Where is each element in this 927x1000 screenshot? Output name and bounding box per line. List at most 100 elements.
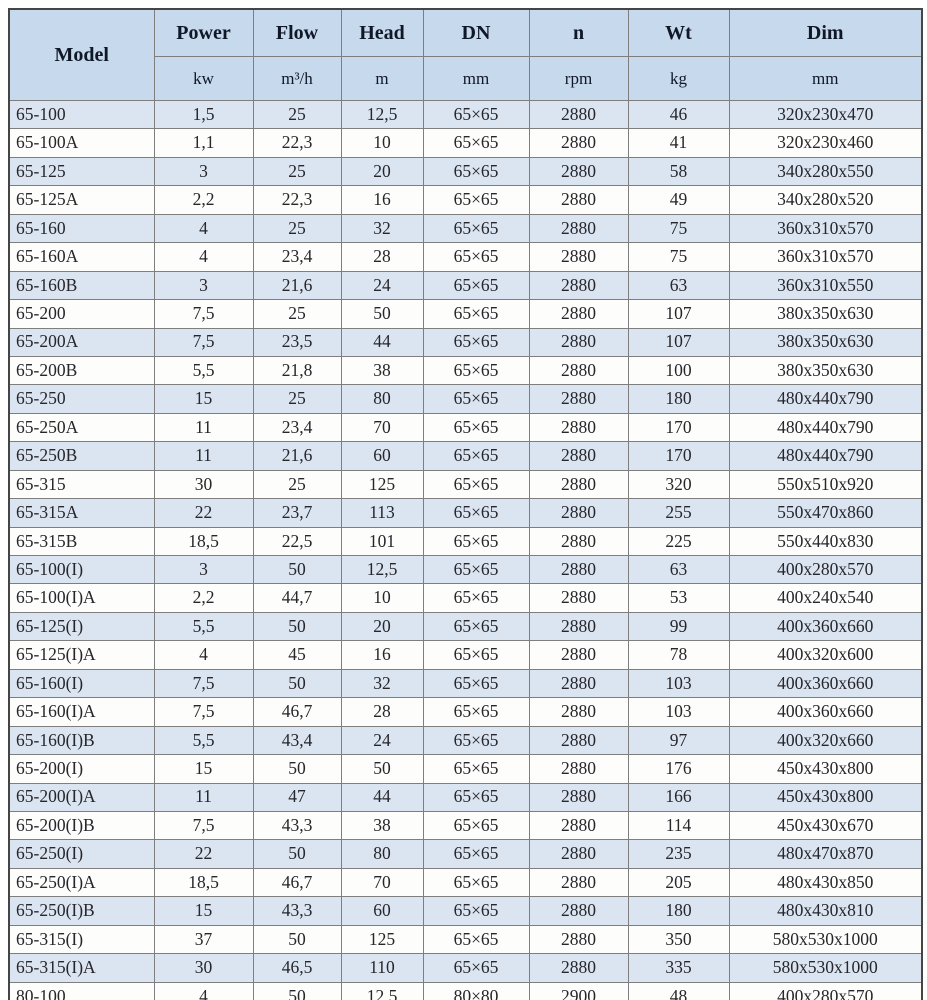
power-cell: 1,1	[153, 128, 254, 158]
head-cell: 20	[340, 611, 424, 642]
head-cell: 113	[340, 498, 424, 528]
table-row: 65-315B 18,5 22,5 101 65×65 2880 225 550…	[8, 526, 923, 557]
dim-cell: 480x430x850	[728, 867, 923, 898]
table-row: 65-160 4 25 32 65×65 2880 75 360x310x570	[8, 213, 923, 244]
dim-cell: 380x350x630	[728, 355, 923, 386]
speed-cell: 2880	[528, 355, 629, 386]
flow-cell: 23,7	[252, 498, 342, 528]
flow-cell: 25	[252, 99, 342, 130]
table-row: 65-200(I) 15 50 50 65×65 2880 176 450x43…	[8, 754, 923, 784]
dn-cell: 65×65	[422, 441, 530, 471]
flow-cell: 21,8	[252, 355, 342, 386]
speed-cell: 2880	[528, 725, 629, 756]
weight-cell: 99	[627, 611, 730, 642]
table-row: 65-250A 11 23,4 70 65×65 2880 170 480x44…	[8, 412, 923, 443]
power-cell: 22	[153, 498, 254, 528]
speed-cell: 2880	[528, 498, 629, 528]
head-cell: 60	[340, 896, 424, 926]
head-cell: 60	[340, 441, 424, 471]
power-cell: 7,5	[153, 697, 254, 727]
head-cell: 10	[340, 128, 424, 158]
table-body: 65-100 1,5 25 12,5 65×65 2880 46 320x230…	[8, 99, 923, 1000]
model-cell: 65-125(I)A	[8, 640, 155, 670]
flow-cell: 25	[252, 156, 342, 187]
speed-cell: 2880	[528, 469, 629, 500]
model-cell: 65-160	[8, 213, 155, 244]
model-cell: 65-200	[8, 299, 155, 329]
dn-cell: 65×65	[422, 355, 530, 386]
weight-cell: 78	[627, 640, 730, 670]
dim-cell: 550x440x830	[728, 526, 923, 557]
dn-cell: 65×65	[422, 725, 530, 756]
power-cell: 22	[153, 839, 254, 869]
col-unit-power: kw	[153, 56, 254, 101]
dn-cell: 65×65	[422, 754, 530, 784]
flow-cell: 23,5	[252, 327, 342, 357]
weight-cell: 58	[627, 156, 730, 187]
head-cell: 32	[340, 213, 424, 244]
model-cell: 65-250B	[8, 441, 155, 471]
dn-cell: 65×65	[422, 99, 530, 130]
col-header-power: Power	[153, 8, 254, 57]
dim-cell: 580x530x1000	[728, 953, 923, 983]
dim-cell: 400x320x600	[728, 640, 923, 670]
head-cell: 24	[340, 725, 424, 756]
model-cell: 65-200(I)A	[8, 782, 155, 812]
power-cell: 3	[153, 156, 254, 187]
speed-cell: 2880	[528, 953, 629, 983]
speed-cell: 2880	[528, 327, 629, 357]
head-cell: 50	[340, 754, 424, 784]
power-cell: 4	[153, 242, 254, 272]
speed-cell: 2900	[528, 981, 629, 1000]
model-cell: 65-200(I)	[8, 754, 155, 784]
speed-cell: 2880	[528, 583, 629, 613]
table-row: 65-315(I)A 30 46,5 110 65×65 2880 335 58…	[8, 953, 923, 983]
table-header: Model Power Flow Head DN n Wt Dim kw m³/…	[8, 8, 923, 101]
speed-cell: 2880	[528, 697, 629, 727]
weight-cell: 97	[627, 725, 730, 756]
dn-cell: 65×65	[422, 867, 530, 898]
dn-cell: 65×65	[422, 156, 530, 187]
dim-cell: 340x280x520	[728, 185, 923, 215]
dim-cell: 450x430x800	[728, 782, 923, 812]
dn-cell: 65×65	[422, 299, 530, 329]
power-cell: 37	[153, 924, 254, 955]
col-header-dn: DN	[422, 8, 530, 57]
head-cell: 70	[340, 412, 424, 443]
weight-cell: 166	[627, 782, 730, 812]
col-header-flow: Flow	[252, 8, 342, 57]
weight-cell: 170	[627, 412, 730, 443]
col-unit-head: m	[340, 56, 424, 101]
model-cell: 65-100A	[8, 128, 155, 158]
table-row: 65-250(I)B 15 43,3 60 65×65 2880 180 480…	[8, 896, 923, 926]
power-cell: 3	[153, 270, 254, 301]
dn-cell: 65×65	[422, 640, 530, 670]
weight-cell: 75	[627, 213, 730, 244]
header-label-row: Model Power Flow Head DN n Wt Dim	[8, 8, 923, 101]
head-cell: 16	[340, 185, 424, 215]
model-cell: 65-160(I)A	[8, 697, 155, 727]
head-cell: 28	[340, 242, 424, 272]
power-cell: 7,5	[153, 327, 254, 357]
weight-cell: 75	[627, 242, 730, 272]
speed-cell: 2880	[528, 668, 629, 699]
dim-cell: 400x240x540	[728, 583, 923, 613]
table-row: 65-160B 3 21,6 24 65×65 2880 63 360x310x…	[8, 270, 923, 301]
flow-cell: 50	[252, 668, 342, 699]
flow-cell: 44,7	[252, 583, 342, 613]
model-cell: 65-315B	[8, 526, 155, 557]
speed-cell: 2880	[528, 299, 629, 329]
power-cell: 1,5	[153, 99, 254, 130]
model-cell: 65-250(I)	[8, 839, 155, 869]
col-header-weight: Wt	[627, 8, 730, 57]
col-header-dim: Dim	[728, 8, 923, 57]
col-header-speed: n	[528, 8, 629, 57]
weight-cell: 255	[627, 498, 730, 528]
weight-cell: 180	[627, 896, 730, 926]
dim-cell: 400x280x570	[728, 981, 923, 1000]
weight-cell: 103	[627, 668, 730, 699]
table-row: 65-250 15 25 80 65×65 2880 180 480x440x7…	[8, 384, 923, 414]
head-cell: 10	[340, 583, 424, 613]
flow-cell: 50	[252, 754, 342, 784]
